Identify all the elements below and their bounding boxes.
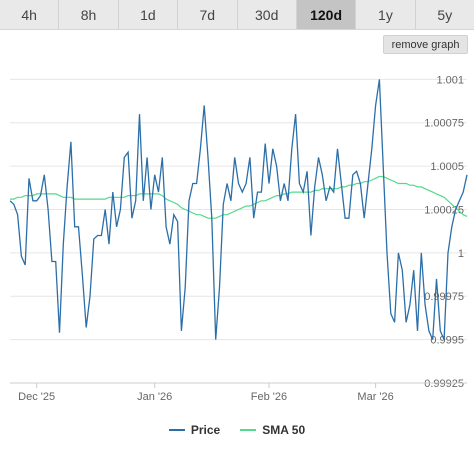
- x-tick-label: Jan '26: [137, 391, 172, 403]
- y-tick-label: 0.99925: [424, 378, 464, 390]
- range-tab-120d[interactable]: 120d: [296, 0, 357, 29]
- range-tab-7d[interactable]: 7d: [178, 0, 238, 29]
- price-series-line: [9, 79, 468, 340]
- y-tick-label: 1: [458, 248, 464, 260]
- range-tab-5y[interactable]: 5y: [415, 0, 474, 29]
- legend-label-price: Price: [190, 423, 221, 437]
- x-tick-label: Mar '26: [357, 391, 393, 403]
- y-tick-label: 1.001: [436, 74, 464, 86]
- chart-legend: Price SMA 50: [0, 420, 474, 440]
- x-tick-label: Feb '26: [251, 391, 287, 403]
- y-tick-label: 0.99975: [424, 291, 464, 303]
- legend-label-sma-50: SMA 50: [262, 423, 306, 437]
- x-tick-label: Dec '25: [18, 391, 55, 403]
- range-tab-8h[interactable]: 8h: [59, 0, 119, 29]
- legend-item-price[interactable]: Price: [168, 423, 221, 437]
- y-tick-label: 1.00025: [424, 204, 464, 216]
- legend-item-sma-50[interactable]: SMA 50: [240, 423, 305, 437]
- range-tab-30d[interactable]: 30d: [237, 0, 297, 29]
- y-tick-label: 1.00075: [424, 118, 464, 130]
- range-tab-1d[interactable]: 1d: [118, 0, 179, 29]
- sma-50-series-line: [10, 175, 468, 219]
- y-axis-tick-labels: 0.99925 0.9995 0.99975 1 1.00025 1.0005 1.0007…: [424, 74, 464, 390]
- x-axis-tick-labels: Dec '25 Jan '26 Feb '26 Mar '26: [18, 383, 394, 403]
- range-selector: 4h 8h 1d 7d 30d 120d 1y 5y: [0, 0, 474, 30]
- legend-swatch-sma-50: [240, 429, 257, 431]
- legend-swatch-price: [168, 429, 185, 431]
- range-tab-1y[interactable]: 1y: [356, 0, 416, 29]
- y-tick-label: 1.0005: [430, 161, 464, 173]
- remove-graph-button[interactable]: remove graph: [383, 35, 468, 54]
- y-tick-label: 0.9995: [430, 335, 464, 347]
- range-tab-4h[interactable]: 4h: [0, 0, 60, 29]
